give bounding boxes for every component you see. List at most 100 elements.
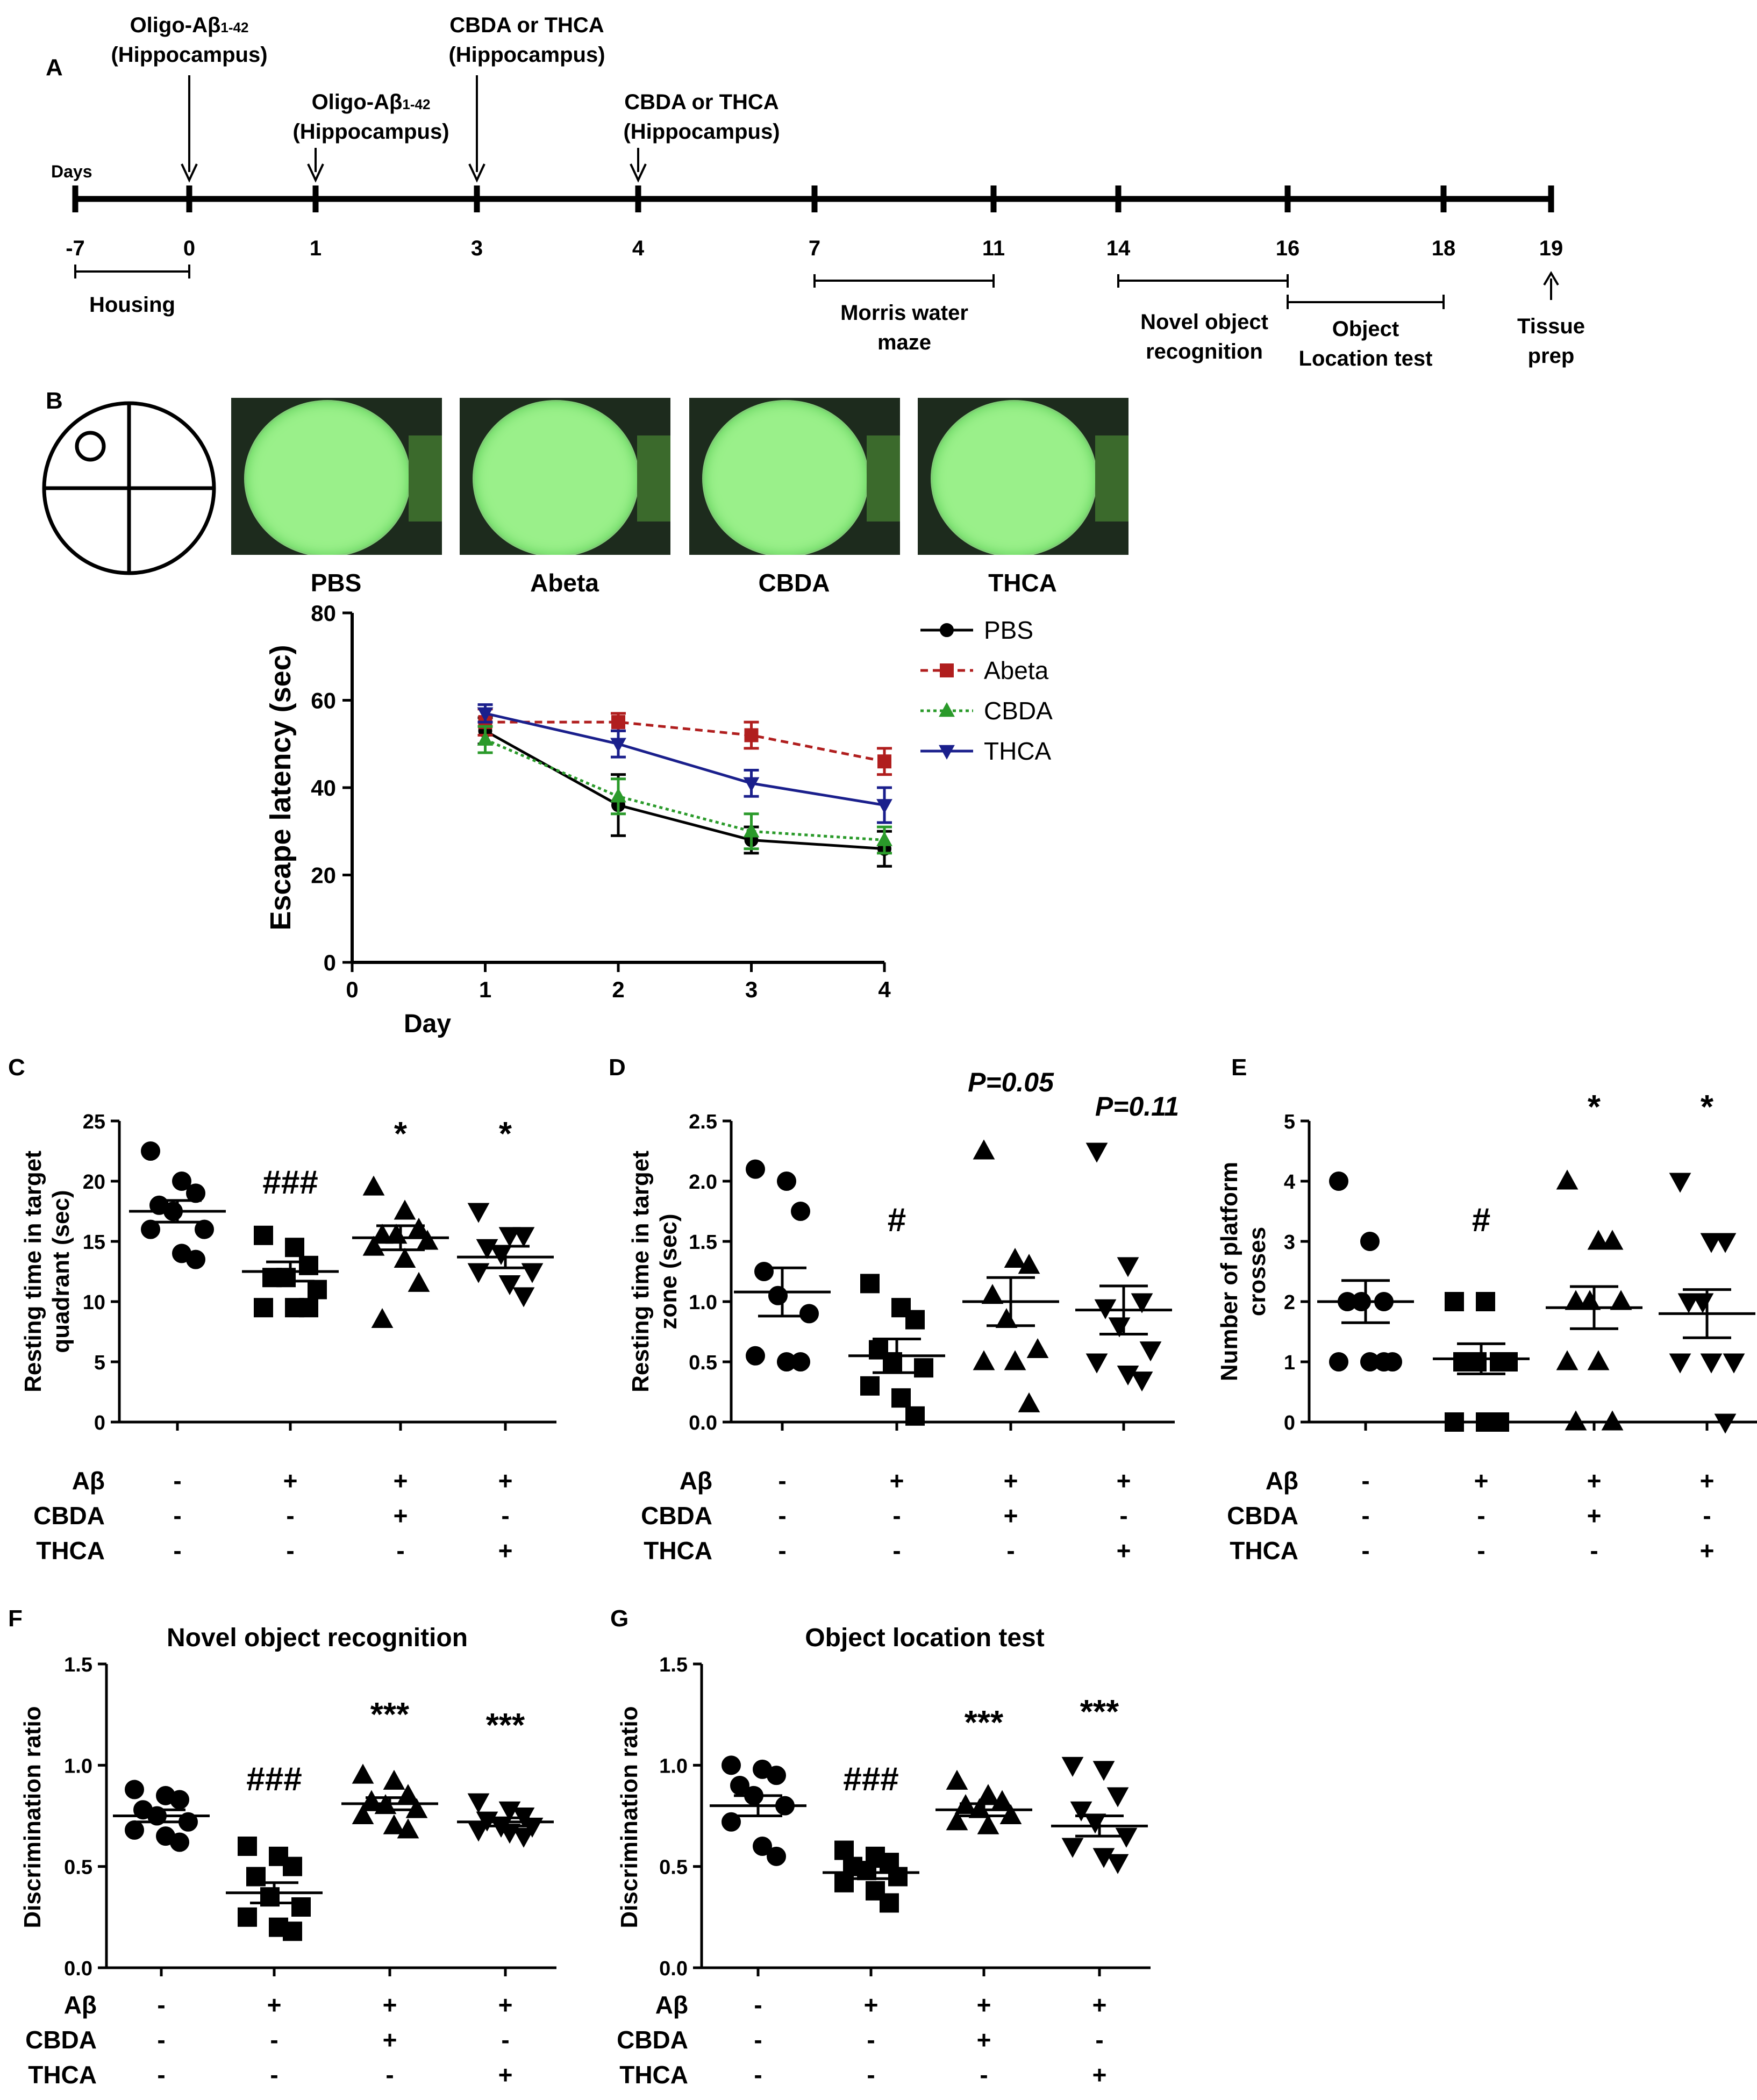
data-point (914, 1358, 933, 1378)
interval-label: Object (1332, 317, 1399, 341)
legend-label: THCA (984, 737, 1052, 765)
group-1 (113, 1780, 210, 1852)
background-plant (1095, 435, 1129, 522)
data-point (973, 1139, 995, 1160)
timeline-day-label: 1 (310, 237, 322, 260)
legend-label: PBS (984, 616, 1033, 644)
treatment-sign: - (867, 2026, 875, 2054)
treatment-row-label: Aβ (655, 1991, 688, 2019)
data-point (291, 1897, 311, 1917)
data-point (352, 1763, 374, 1784)
treatment-sign: - (867, 2061, 875, 2089)
treatment-row-label: Aβ (72, 1467, 105, 1495)
treatment-row-label: THCA (644, 1537, 712, 1565)
data-point (490, 1245, 512, 1266)
data-point (1329, 1352, 1348, 1372)
data-point (1700, 1353, 1723, 1374)
data-point (1061, 1838, 1084, 1858)
pool-image (702, 400, 869, 555)
legend-marker (939, 745, 955, 760)
data-point (888, 1867, 908, 1887)
y-axis-label-line: Resting time in target (627, 1151, 654, 1392)
data-point (1669, 1353, 1691, 1374)
y-axis-label: Resting time in targetquadrant (sec) (20, 1151, 74, 1392)
y-axis-label-line: Number of platform (1216, 1162, 1242, 1381)
data-point (1085, 1142, 1108, 1163)
data-point (905, 1310, 925, 1330)
y-axis-label-line: Discrimination ratio (616, 1706, 642, 1928)
data-point (722, 1812, 741, 1832)
treatment-sign: - (980, 2061, 988, 2089)
data-point (880, 1893, 899, 1913)
data-point (285, 1238, 304, 1258)
treatment-sign: + (1587, 1467, 1602, 1495)
data-point (1004, 1350, 1026, 1370)
data-point (999, 1804, 1022, 1824)
arrow-label-line1: CBDA or THCA (449, 13, 604, 37)
data-point (467, 1203, 490, 1223)
y-tick-label: 5 (1284, 1111, 1295, 1133)
x-tick-label: 2 (612, 977, 624, 1002)
legend-marker (940, 663, 954, 677)
data-point (1131, 1293, 1153, 1313)
background-plant (637, 435, 670, 522)
group-4: P=0.11 (1075, 1091, 1179, 1392)
maze-quadrant-icon (42, 401, 216, 575)
svg-text:CBDA or THCA: CBDA or THCA (449, 13, 604, 37)
legend-item: CBDA (920, 697, 1053, 725)
significance-annotation: # (888, 1202, 906, 1239)
arrow-label-line1: Oligo-Aβ (312, 90, 403, 114)
x-tick-label: 3 (745, 977, 758, 1002)
interval-label: Housing (89, 293, 175, 317)
treatment-row-label: THCA (36, 1537, 105, 1565)
data-point (254, 1225, 273, 1245)
data-point (743, 823, 760, 838)
data-point (611, 715, 625, 730)
treatment-sign: + (498, 1537, 513, 1565)
y-axis-label-line: Resting time in target (20, 1151, 46, 1392)
data-point (172, 1172, 191, 1191)
treatment-sign: - (173, 1467, 181, 1495)
treatment-sign: + (1092, 1991, 1107, 2019)
background-plant (867, 435, 900, 522)
significance-annotation: * (394, 1116, 408, 1153)
treatment-sign: - (1119, 1502, 1127, 1530)
y-tick-label: 20 (83, 1171, 105, 1194)
significance-annotation: *** (1080, 1694, 1119, 1731)
data-point (1445, 1412, 1464, 1432)
data-point (877, 754, 891, 769)
data-point (308, 1280, 327, 1299)
y-tick-label: 0.5 (659, 1856, 688, 1879)
group-4: *** (1051, 1694, 1148, 1874)
treatment-sign: + (1700, 1537, 1715, 1565)
legend-item: PBS (920, 616, 1033, 644)
treatment-sign: - (501, 1502, 509, 1530)
group-3: *** (935, 1704, 1032, 1834)
y-tick-label: 0.0 (689, 1412, 717, 1434)
data-point (360, 1790, 383, 1810)
treatment-sign: - (892, 1537, 901, 1565)
data-point (467, 1793, 490, 1813)
y-axis-label-line: crosses (1244, 1227, 1270, 1316)
data-point (1556, 1350, 1579, 1370)
data-point (1374, 1352, 1394, 1372)
data-point (383, 1814, 405, 1834)
platform-icon (75, 431, 106, 462)
treatment-sign: + (977, 2026, 991, 2054)
treatment-sign: - (270, 2026, 278, 2054)
treatment-sign: + (1117, 1467, 1131, 1495)
data-point (477, 731, 494, 746)
group-2: # (848, 1202, 945, 1426)
group-1 (734, 1159, 831, 1372)
data-point (1587, 1350, 1610, 1370)
panel-letter: E (1231, 1054, 1247, 1081)
interval-label-line2: recognition (1146, 340, 1263, 363)
data-point (467, 1263, 490, 1283)
panel-f: F Novel object recognition 0.0 0.5 1.0 1.5 Dis… (8, 1605, 556, 2089)
interval-tissue-prep: Tissue prep (1517, 271, 1585, 368)
arrow-label-line1: CBDA or THCA (624, 90, 778, 114)
y-tick-label: 60 (311, 688, 336, 713)
interval-label: Tissue (1517, 315, 1585, 338)
timeline-day-label: 18 (1432, 237, 1456, 260)
treatment-sign: - (385, 2061, 394, 2089)
